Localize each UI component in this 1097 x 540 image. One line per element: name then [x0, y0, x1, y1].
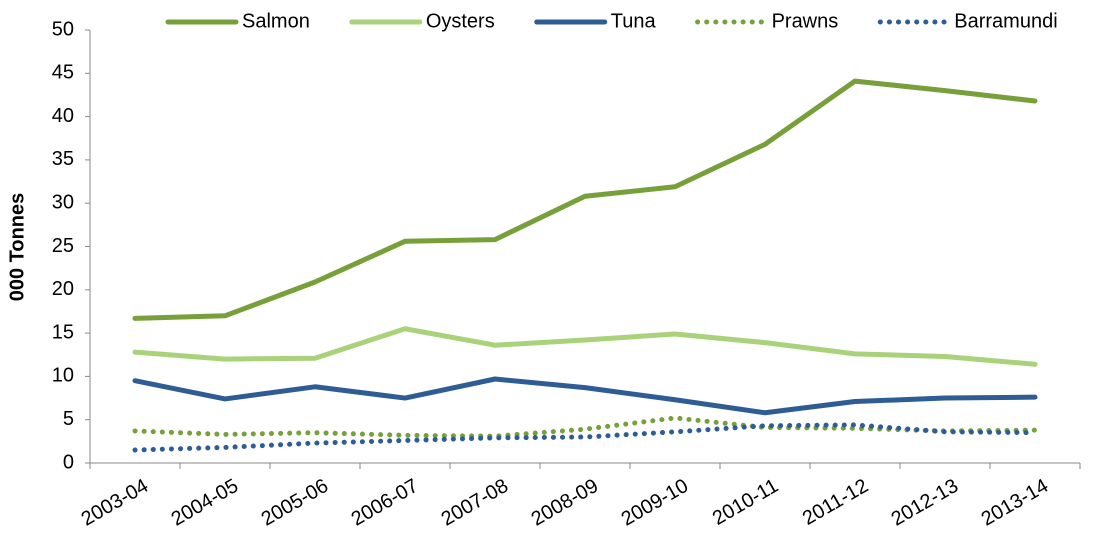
series-line: [132, 422, 1038, 453]
x-tick-label: 2003-04: [78, 475, 153, 531]
x-tick-label: 2011-12: [799, 475, 872, 530]
x-tick-label: 2006-07: [348, 475, 423, 531]
y-tick-label: 50: [52, 18, 74, 40]
x-tick-label: 2008-09: [528, 475, 603, 531]
x-tick-label: 2004-05: [168, 475, 243, 531]
series-line: [132, 78, 1038, 321]
y-tick-label: 40: [52, 105, 74, 127]
y-tick-label: 0: [63, 451, 74, 473]
legend-label: Salmon: [242, 10, 310, 32]
y-tick-label: 5: [63, 408, 74, 430]
x-tick-label: 2009-10: [618, 475, 693, 531]
legend-label: Tuna: [611, 10, 657, 32]
x-tick-label: 2013-14: [978, 475, 1053, 531]
legend-label: Prawns: [772, 10, 839, 32]
series-line: [132, 326, 1038, 367]
y-tick-label: 10: [52, 365, 74, 387]
y-axis-label: 000 Tonnes: [6, 193, 28, 302]
legend-label: Oysters: [426, 10, 495, 32]
legend-label: Barramundi: [954, 10, 1057, 32]
series-line: [132, 376, 1038, 416]
x-tick-label: 2005-06: [258, 475, 333, 531]
y-tick-label: 25: [52, 235, 74, 257]
y-tick-label: 15: [52, 321, 74, 343]
x-tick-label: 2012-13: [888, 475, 963, 531]
y-tick-label: 35: [52, 148, 74, 170]
y-tick-label: 45: [52, 62, 74, 84]
y-tick-label: 30: [52, 191, 74, 213]
y-tick-label: 20: [52, 278, 74, 300]
x-tick-label: 2007-08: [438, 475, 513, 531]
x-tick-label: 2010-11: [709, 475, 782, 530]
